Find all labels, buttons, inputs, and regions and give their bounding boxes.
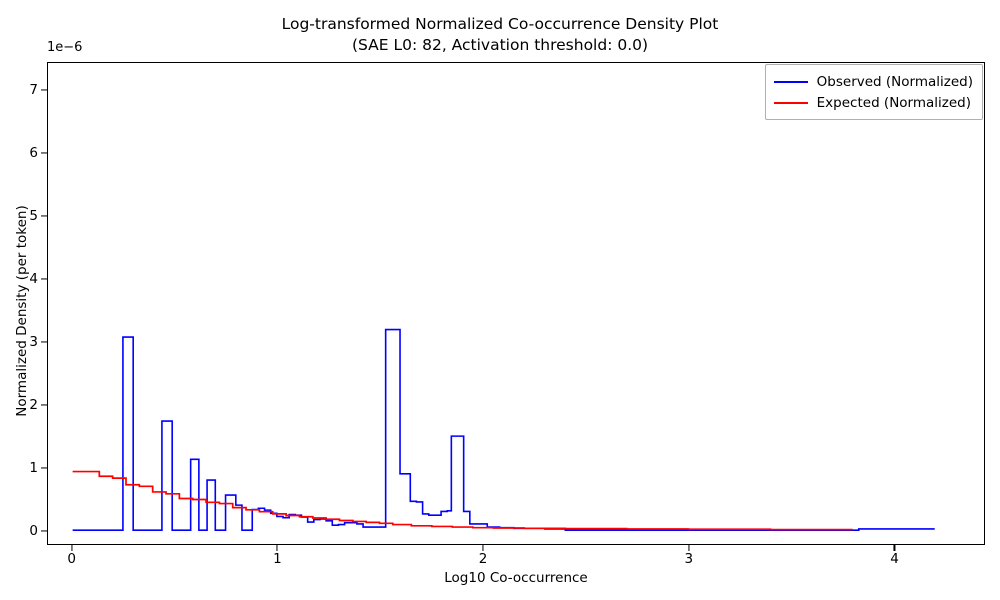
y-tick-mark bbox=[41, 530, 47, 532]
series-line bbox=[73, 472, 853, 530]
y-tick-mark bbox=[41, 341, 47, 343]
y-tick-label-group: 0 1 2 3 4 5 6 7 bbox=[0, 0, 38, 600]
x-tick-mark bbox=[688, 545, 690, 551]
legend-label: Observed (Normalized) bbox=[816, 73, 973, 90]
x-tick-mark bbox=[276, 545, 278, 551]
y-tick-mark bbox=[41, 467, 47, 469]
legend-color-swatch bbox=[773, 101, 808, 104]
legend-item: Observed (Normalized) bbox=[773, 71, 973, 92]
legend-item: Expected (Normalized) bbox=[773, 92, 973, 113]
y-tick-mark bbox=[41, 89, 47, 91]
x-tick-label: 0 bbox=[67, 551, 76, 567]
y-tick-mark bbox=[41, 152, 47, 154]
x-tick-mark bbox=[482, 545, 484, 551]
y-tick-label: 1 bbox=[29, 460, 38, 477]
chart-title: Log-transformed Normalized Co-occurrence… bbox=[0, 14, 1000, 56]
plot-area bbox=[47, 62, 985, 545]
x-tick-label: 1 bbox=[273, 551, 282, 567]
legend-color-swatch bbox=[773, 80, 808, 83]
y-tick-label: 3 bbox=[29, 334, 38, 351]
y-axis-label: Normalized Density (per token) bbox=[14, 205, 30, 417]
y-tick-label: 0 bbox=[29, 523, 38, 540]
chart-title-line-2: (SAE L0: 82, Activation threshold: 0.0) bbox=[351, 35, 649, 54]
y-tick-label: 7 bbox=[29, 82, 38, 99]
x-tick-label: 3 bbox=[684, 551, 694, 567]
series-line bbox=[73, 330, 935, 531]
y-tick-label: 6 bbox=[29, 145, 38, 162]
x-tick-label: 4 bbox=[890, 551, 899, 567]
x-tick-mark bbox=[893, 545, 896, 551]
legend-label: Expected (Normalized) bbox=[816, 94, 972, 111]
y-tick-label: 4 bbox=[29, 271, 38, 288]
y-tick-label: 5 bbox=[29, 208, 38, 225]
y-tick-mark bbox=[41, 278, 47, 280]
y-tick-label: 2 bbox=[29, 397, 38, 414]
x-tick-label: 2 bbox=[478, 551, 488, 567]
legend: Observed (Normalized) Expected (Normalize… bbox=[764, 64, 983, 120]
plot-lines bbox=[48, 63, 984, 544]
chart-title-line-1: Log-transformed Normalized Co-occurrence… bbox=[281, 15, 719, 33]
y-axis-offset-label: 1e−6 bbox=[47, 40, 83, 55]
x-axis-label: Log10 Co-occurrence bbox=[444, 570, 588, 586]
x-tick-mark bbox=[71, 545, 73, 551]
y-tick-mark bbox=[41, 215, 47, 217]
y-tick-mark bbox=[41, 404, 47, 406]
